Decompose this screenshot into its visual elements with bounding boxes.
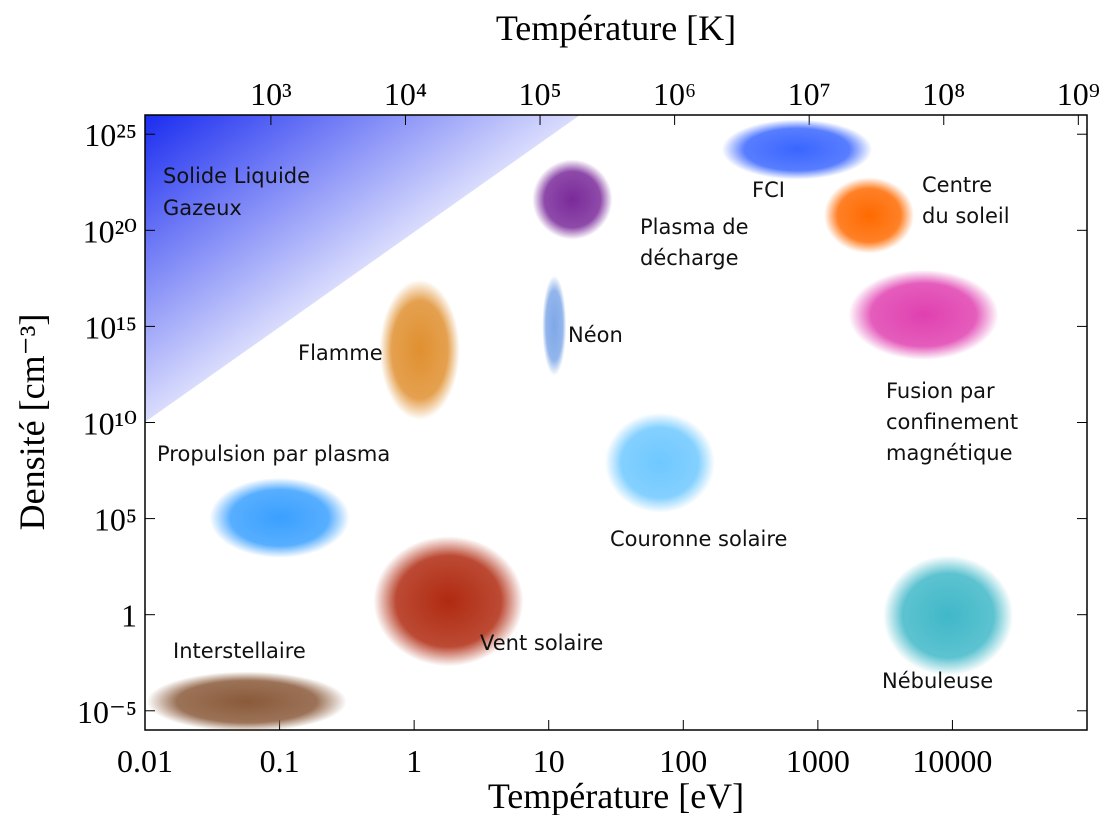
point-label: décharge (640, 246, 739, 270)
point-label: Néon (568, 323, 623, 347)
y-tick-label: 10⁵ (94, 502, 137, 538)
y-tick-label: 10²⁵ (84, 117, 137, 153)
plasma-marker (209, 477, 350, 558)
y-tick-label: 1 (121, 598, 137, 634)
point-label: Couronne solaire (610, 527, 787, 551)
point-label: Nébuleuse (882, 669, 993, 693)
y-tick-label: 10¹⁰ (83, 406, 137, 442)
plasma-marker (604, 412, 715, 513)
point-label: Propulsion par plasma (157, 442, 390, 466)
plasma-marker (722, 119, 873, 180)
plasma-marker (824, 177, 915, 254)
plasma-marker (542, 275, 567, 376)
y-tick-label: 10⁻⁵ (77, 694, 137, 730)
y-axis-title: Densité [cm⁻³] (12, 314, 52, 531)
plasma-marker (373, 536, 524, 667)
region-label: Gazeux (163, 196, 242, 220)
x2-axis-title: Température [K] (496, 8, 736, 48)
plasma-marker (379, 279, 460, 420)
x-axis-title: Température [eV] (488, 776, 744, 815)
x-tick-label: 10000 (912, 743, 992, 779)
x2-tick-label: 10⁴ (384, 76, 427, 112)
x2-tick-label: 10⁹ (1057, 76, 1100, 112)
x2-tick-label: 10³ (250, 76, 292, 112)
x-tick-label: 10 (533, 743, 565, 779)
x-tick-label: 100 (659, 743, 707, 779)
point-label: Flamme (298, 341, 383, 365)
point-label: magnétique (886, 441, 1013, 465)
x2-tick-label: 10⁶ (653, 76, 696, 112)
x-tick-label: 1 (406, 743, 422, 779)
region-label: Solide Liquide (163, 164, 310, 188)
x2-tick-label: 10⁷ (788, 76, 831, 112)
point-label: Centre (922, 173, 992, 197)
plasma-marker (848, 269, 999, 360)
point-label: Interstellaire (173, 639, 306, 663)
x-tick-label: 0.1 (260, 743, 300, 779)
plasma-marker (532, 159, 613, 240)
x2-tick-label: 10⁸ (922, 76, 965, 112)
point-label: du soleil (922, 204, 1010, 228)
point-label: Fusion par (886, 379, 995, 403)
y-tick-label: 10²⁰ (83, 213, 137, 249)
plasma-marker (146, 671, 347, 732)
x2-tick-label: 10⁵ (518, 76, 561, 112)
point-label: Vent solaire (480, 631, 603, 655)
plasma-marker (883, 555, 1014, 676)
phase-region (145, 115, 580, 422)
point-label: FCI (752, 178, 785, 202)
point-label: confinement (886, 410, 1018, 434)
x-tick-label: 0.01 (117, 743, 173, 779)
x-tick-label: 1000 (786, 743, 850, 779)
point-label: Plasma de (640, 215, 749, 239)
y-tick-label: 10¹⁵ (84, 309, 137, 345)
